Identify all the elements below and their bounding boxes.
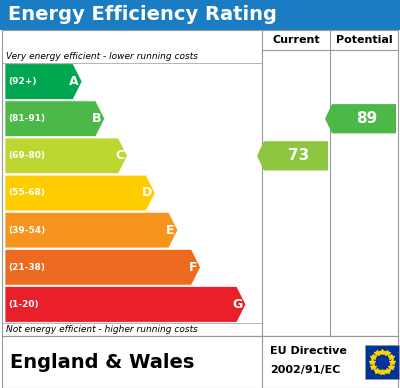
Bar bbox=[2, 336, 398, 388]
Bar bbox=[365, 345, 399, 379]
Polygon shape bbox=[5, 101, 105, 137]
Text: G: G bbox=[232, 298, 243, 311]
Text: Potential: Potential bbox=[336, 35, 392, 45]
Text: (69-80): (69-80) bbox=[8, 151, 45, 160]
Text: B: B bbox=[92, 112, 102, 125]
Polygon shape bbox=[5, 287, 246, 322]
Text: (21-38): (21-38) bbox=[8, 263, 45, 272]
Text: Energy Efficiency Rating: Energy Efficiency Rating bbox=[8, 5, 277, 24]
Polygon shape bbox=[5, 64, 82, 99]
Polygon shape bbox=[325, 104, 396, 133]
Text: (55-68): (55-68) bbox=[8, 189, 45, 197]
Text: EU Directive: EU Directive bbox=[270, 346, 347, 355]
Text: C: C bbox=[115, 149, 124, 162]
Text: 89: 89 bbox=[356, 111, 378, 126]
Text: 2002/91/EC: 2002/91/EC bbox=[270, 365, 340, 375]
Text: (92+): (92+) bbox=[8, 77, 36, 86]
Text: (39-54): (39-54) bbox=[8, 226, 45, 235]
Text: 73: 73 bbox=[288, 148, 310, 163]
Bar bbox=[0, 0, 400, 30]
Polygon shape bbox=[5, 249, 200, 285]
Bar bbox=[2, 30, 398, 336]
Text: D: D bbox=[142, 187, 152, 199]
Polygon shape bbox=[5, 175, 155, 211]
Text: (81-91): (81-91) bbox=[8, 114, 45, 123]
Polygon shape bbox=[5, 138, 127, 174]
Text: (1-20): (1-20) bbox=[8, 300, 39, 309]
Text: Not energy efficient - higher running costs: Not energy efficient - higher running co… bbox=[6, 325, 198, 334]
Polygon shape bbox=[257, 141, 328, 170]
Text: E: E bbox=[166, 223, 175, 237]
Text: Current: Current bbox=[272, 35, 320, 45]
Polygon shape bbox=[5, 212, 178, 248]
Text: A: A bbox=[70, 75, 79, 88]
Text: England & Wales: England & Wales bbox=[10, 353, 194, 371]
Text: F: F bbox=[189, 261, 198, 274]
Text: Very energy efficient - lower running costs: Very energy efficient - lower running co… bbox=[6, 52, 198, 61]
